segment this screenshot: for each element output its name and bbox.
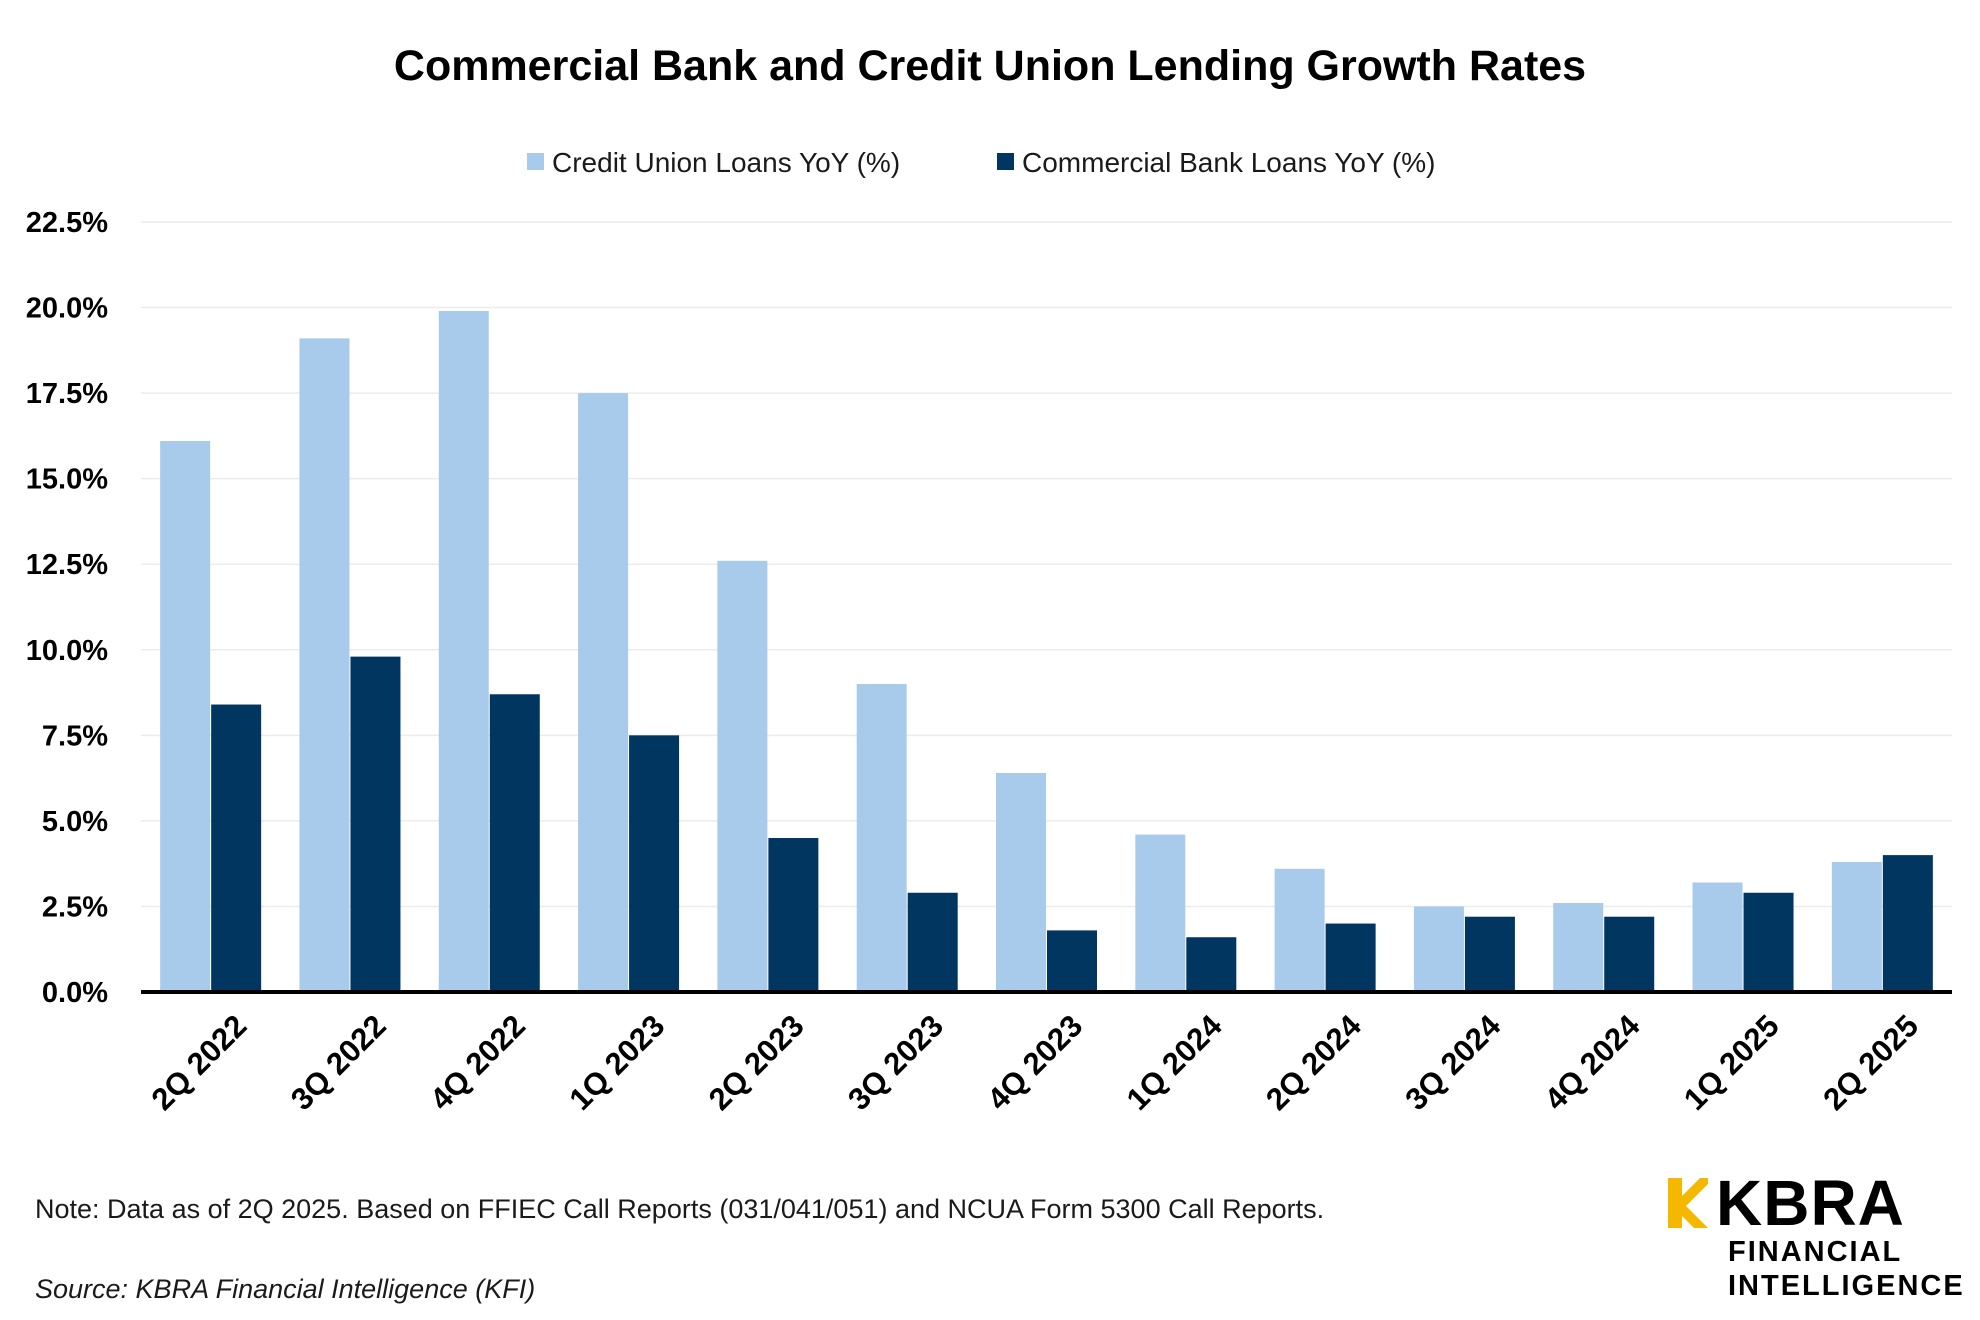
y-tick-label: 15.0% [26,464,108,496]
bar-credit-union-1q-2024 [1135,834,1186,992]
bar-credit-union-3q-2022 [299,338,350,992]
bar-commercial-bank-2q-2024 [1325,923,1376,992]
y-tick-label: 20.0% [26,293,108,325]
y-tick-label: 22.5% [26,207,108,239]
bar-commercial-bank-3q-2024 [1464,916,1515,992]
kbra-logo: KBRA FINANCIAL INTELLIGENCE [1668,1167,1968,1312]
y-tick-label: 10.0% [26,635,108,667]
bar-commercial-bank-2q-2023 [768,838,819,992]
source-note: Source: KBRA Financial Intelligence (KFI… [35,1274,536,1304]
x-tick-label: 2Q 2024 [1259,1008,1368,1117]
x-tick-label: 1Q 2024 [1120,1008,1229,1117]
x-tick-label: 4Q 2023 [980,1008,1089,1117]
x-axis-ticks: 2Q 2022 3Q 2022 4Q 2022 1Q 2023 2Q 2023 3Q 20… [145,1008,1926,1117]
bar-credit-union-4q-2022 [438,310,489,992]
footnote: Note: Data as of 2Q 2025. Based on FFIEC… [35,1194,1325,1224]
legend: Credit Union Loans YoY (%) Commercial Ba… [527,147,1435,178]
chart-title: Commercial Bank and Credit Union Lending… [394,42,1586,90]
x-tick-label: 4Q 2022 [423,1008,532,1117]
legend-swatch-credit-union [527,153,544,170]
bar-commercial-bank-1q-2025 [1743,892,1794,992]
y-tick-label: 5.0% [42,806,108,838]
legend-label-credit-union: Credit Union Loans YoY (%) [552,147,900,178]
x-tick-label: 3Q 2023 [841,1008,950,1117]
x-tick-label: 2Q 2023 [702,1008,811,1117]
bar-credit-union-2q-2023 [717,560,768,992]
bar-credit-union-2q-2024 [1274,868,1325,992]
x-tick-label: 1Q 2023 [563,1008,672,1117]
bar-credit-union-3q-2024 [1413,906,1464,992]
legend-label-commercial-bank: Commercial Bank Loans YoY (%) [1022,147,1435,178]
bar-commercial-bank-2q-2025 [1882,855,1933,992]
gridlines [141,221,1952,908]
y-tick-label: 17.5% [26,378,108,410]
y-tick-label: 7.5% [42,720,108,752]
bar-commercial-bank-4q-2023 [1047,930,1097,992]
x-tick-label: 1Q 2025 [1677,1008,1786,1117]
bar-commercial-bank-3q-2023 [907,892,958,992]
bar-commercial-bank-2q-2022 [211,704,262,992]
bar-credit-union-2q-2022 [160,441,211,992]
bar-commercial-bank-4q-2024 [1604,916,1655,992]
bar-credit-union-1q-2025 [1692,882,1743,992]
y-tick-label: 2.5% [42,891,108,923]
bar-commercial-bank-1q-2024 [1186,937,1237,992]
bar-credit-union-2q-2025 [1831,861,1882,992]
legend-swatch-commercial-bank [997,153,1014,170]
bar-commercial-bank-3q-2022 [350,656,401,992]
logo-wordmark: KBRA [1716,1167,1905,1239]
logo-line-financial: FINANCIAL [1728,1236,1903,1268]
x-tick-label: 2Q 2022 [145,1008,254,1117]
logo-line-intelligence: INTELLIGENCE [1728,1270,1965,1302]
x-tick-label: 3Q 2022 [284,1008,393,1117]
y-tick-label: 0.0% [42,977,108,1009]
bar-credit-union-4q-2023 [996,772,1046,992]
kbra-logo-mark-icon [1668,1178,1708,1228]
x-tick-label: 3Q 2024 [1398,1008,1507,1117]
y-tick-label: 12.5% [26,549,108,581]
x-tick-label: 2Q 2025 [1816,1008,1925,1117]
bar-commercial-bank-1q-2023 [629,735,680,992]
x-tick-label: 4Q 2024 [1538,1008,1647,1117]
bars [160,310,1933,993]
bar-credit-union-1q-2023 [578,393,629,993]
bar-credit-union-4q-2024 [1553,903,1604,992]
bar-credit-union-3q-2023 [856,684,907,992]
bar-commercial-bank-4q-2022 [489,694,540,992]
y-axis-ticks: 0.0% 2.5% 5.0% 7.5% 10.0% 12.5% 15.0% 17.5% 20.0… [26,207,108,1009]
